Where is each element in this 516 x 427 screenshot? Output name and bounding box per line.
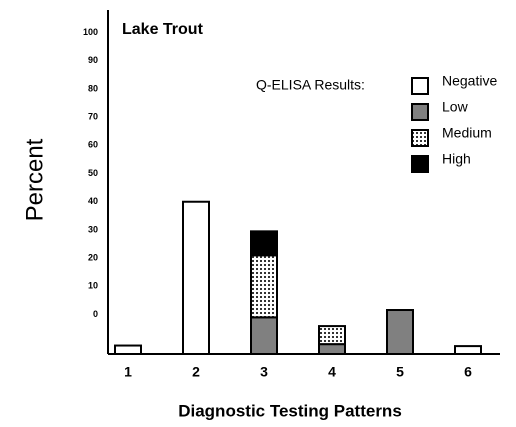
y-tick-label: 70 [88, 112, 98, 122]
legend-swatch [411, 103, 429, 121]
y-tick-label: 0 [93, 309, 98, 319]
bar-segment [182, 200, 210, 355]
legend-label: High [442, 151, 471, 167]
x-axis-label: Diagnostic Testing Patterns [178, 401, 402, 420]
y-axis-label: Percent [21, 138, 48, 221]
bar-segment [250, 316, 278, 356]
legend-swatch [411, 77, 429, 95]
y-tick-label: 20 [88, 253, 98, 263]
y-tick-label: 30 [88, 224, 98, 234]
bar-segment [318, 343, 346, 355]
x-tick-label: 4 [328, 364, 336, 380]
legend-title: Q-ELISA Results: [256, 77, 365, 93]
legend-swatch [411, 155, 429, 173]
x-tick-label: 2 [192, 364, 200, 380]
y-tick-label: 90 [88, 55, 98, 65]
legend-swatch [411, 129, 429, 147]
bar-segment [250, 230, 278, 257]
y-tick-label: 100 [83, 27, 98, 37]
x-tick-label: 1 [124, 364, 132, 380]
legend-label: Medium [442, 125, 492, 141]
bar-segment [114, 344, 142, 356]
bar-segment [318, 325, 346, 346]
y-tick-label: 10 [88, 281, 98, 291]
chart-title: Lake Trout [122, 21, 204, 38]
y-tick-label: 50 [88, 168, 98, 178]
x-tick-label: 3 [260, 364, 268, 380]
bar-segment [386, 309, 414, 356]
x-tick-label: 6 [464, 364, 472, 380]
y-tick-label: 60 [88, 140, 98, 150]
legend-label: Low [442, 99, 469, 115]
legend-label: Negative [442, 73, 497, 89]
bar-segment [454, 345, 482, 356]
x-tick-label: 5 [396, 364, 404, 380]
y-tick-label: 80 [88, 83, 98, 93]
bar-segment [250, 254, 278, 319]
y-tick-label: 40 [88, 196, 98, 206]
